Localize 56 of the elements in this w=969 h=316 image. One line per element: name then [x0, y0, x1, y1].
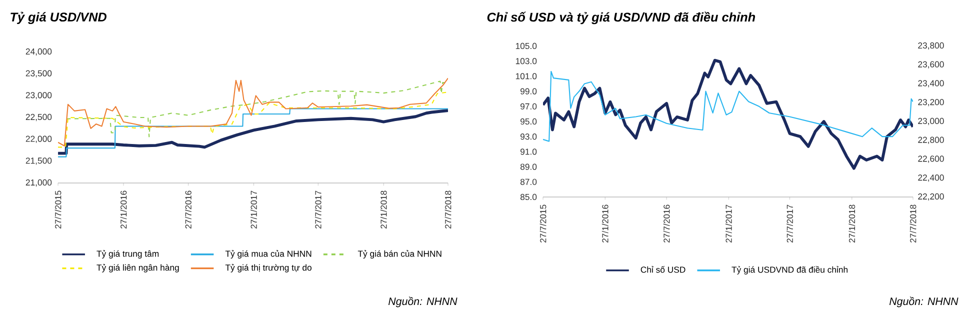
y-tick-label: 22,500 [26, 114, 52, 122]
x-tick-label: 27/1/2016 [120, 190, 127, 228]
y-tick-label: 21,000 [26, 179, 52, 187]
x-tick-label: 27/7/2016 [663, 204, 670, 242]
x-tick-label: 27/1/2016 [602, 204, 608, 242]
y2-tick-label: 22,400 [918, 174, 944, 182]
y-tick-label: 95.0 [520, 118, 537, 125]
y2-tick-label: 22,200 [918, 193, 944, 201]
x-tick-label: 27/7/2018 [444, 190, 452, 228]
y-tick-label: 87.0 [520, 178, 537, 185]
y-tick-label: 89.0 [520, 164, 537, 170]
text: Nguồn: NHNN [388, 296, 458, 308]
x-tick-label: 27/7/2017 [786, 204, 793, 242]
line-series [58, 92, 448, 148]
line-series [543, 70, 913, 142]
x-tick-label: 27/1/2017 [250, 190, 257, 228]
x-tick-label: 27/7/2016 [185, 190, 192, 228]
x-tick-label: 27/1/2018 [380, 190, 387, 228]
legend-label: Tỷ giá thị trường tự do [225, 264, 312, 272]
y2-tick-label: 22,600 [918, 156, 944, 163]
legend-label: Chỉ số USD [640, 266, 686, 273]
x-tick-label: 27/1/2018 [848, 204, 856, 242]
x-tick-label: 27/7/2015 [54, 190, 62, 228]
y-tick-label: 23,500 [26, 70, 52, 78]
y-tick-label: 21,500 [26, 158, 52, 165]
y2-tick-label: 23,200 [918, 99, 944, 106]
y-tick-label: 23,000 [26, 92, 52, 100]
y-tick-label: 97.0 [520, 103, 537, 110]
y-tick-label: 99.0 [520, 88, 537, 94]
text: Nguồn: NHNN [889, 296, 958, 308]
legend-label: Tỷ giá mua của NHNN [225, 250, 312, 258]
y-tick-label: 105.0 [516, 42, 537, 50]
legend-label: Tỷ giá liên ngân hàng [96, 264, 179, 272]
y2-tick-label: 23,000 [918, 118, 944, 126]
y-tick-label: 93.0 [520, 134, 537, 140]
legend-label: Tỷ giá USDVND đã điều chỉnh [732, 266, 848, 274]
chart-title: Tỷ giá USD/VND [10, 12, 106, 24]
legend-label: Tỷ giá trung tâm [96, 250, 159, 258]
y-tick-label: 22,000 [26, 136, 52, 143]
y-tick-label: 24,000 [26, 48, 52, 56]
y-tick-label: 101.0 [516, 73, 537, 80]
x-tick-label: 27/1/2017 [726, 204, 732, 242]
y2-tick-label: 23,600 [918, 61, 944, 68]
x-tick-label: 27/7/2018 [910, 204, 916, 242]
chart-title: Chỉ số USD và tỷ giá USD/VND đã điều chỉnh [487, 12, 756, 24]
y-tick-label: 85.0 [520, 194, 537, 200]
y2-tick-label: 23,800 [918, 42, 944, 50]
x-tick-label: 27/7/2015 [540, 204, 546, 242]
line-series [543, 58, 913, 170]
x-tick-label: 27/7/2017 [314, 190, 322, 228]
y2-tick-label: 23,400 [918, 80, 944, 88]
legend-label: Tỷ giá bán của NHNN [358, 250, 442, 258]
y-tick-label: 103.0 [516, 58, 537, 64]
line-series [58, 78, 448, 146]
y2-tick-label: 22,800 [918, 136, 944, 144]
y-tick-label: 91.0 [520, 148, 537, 155]
